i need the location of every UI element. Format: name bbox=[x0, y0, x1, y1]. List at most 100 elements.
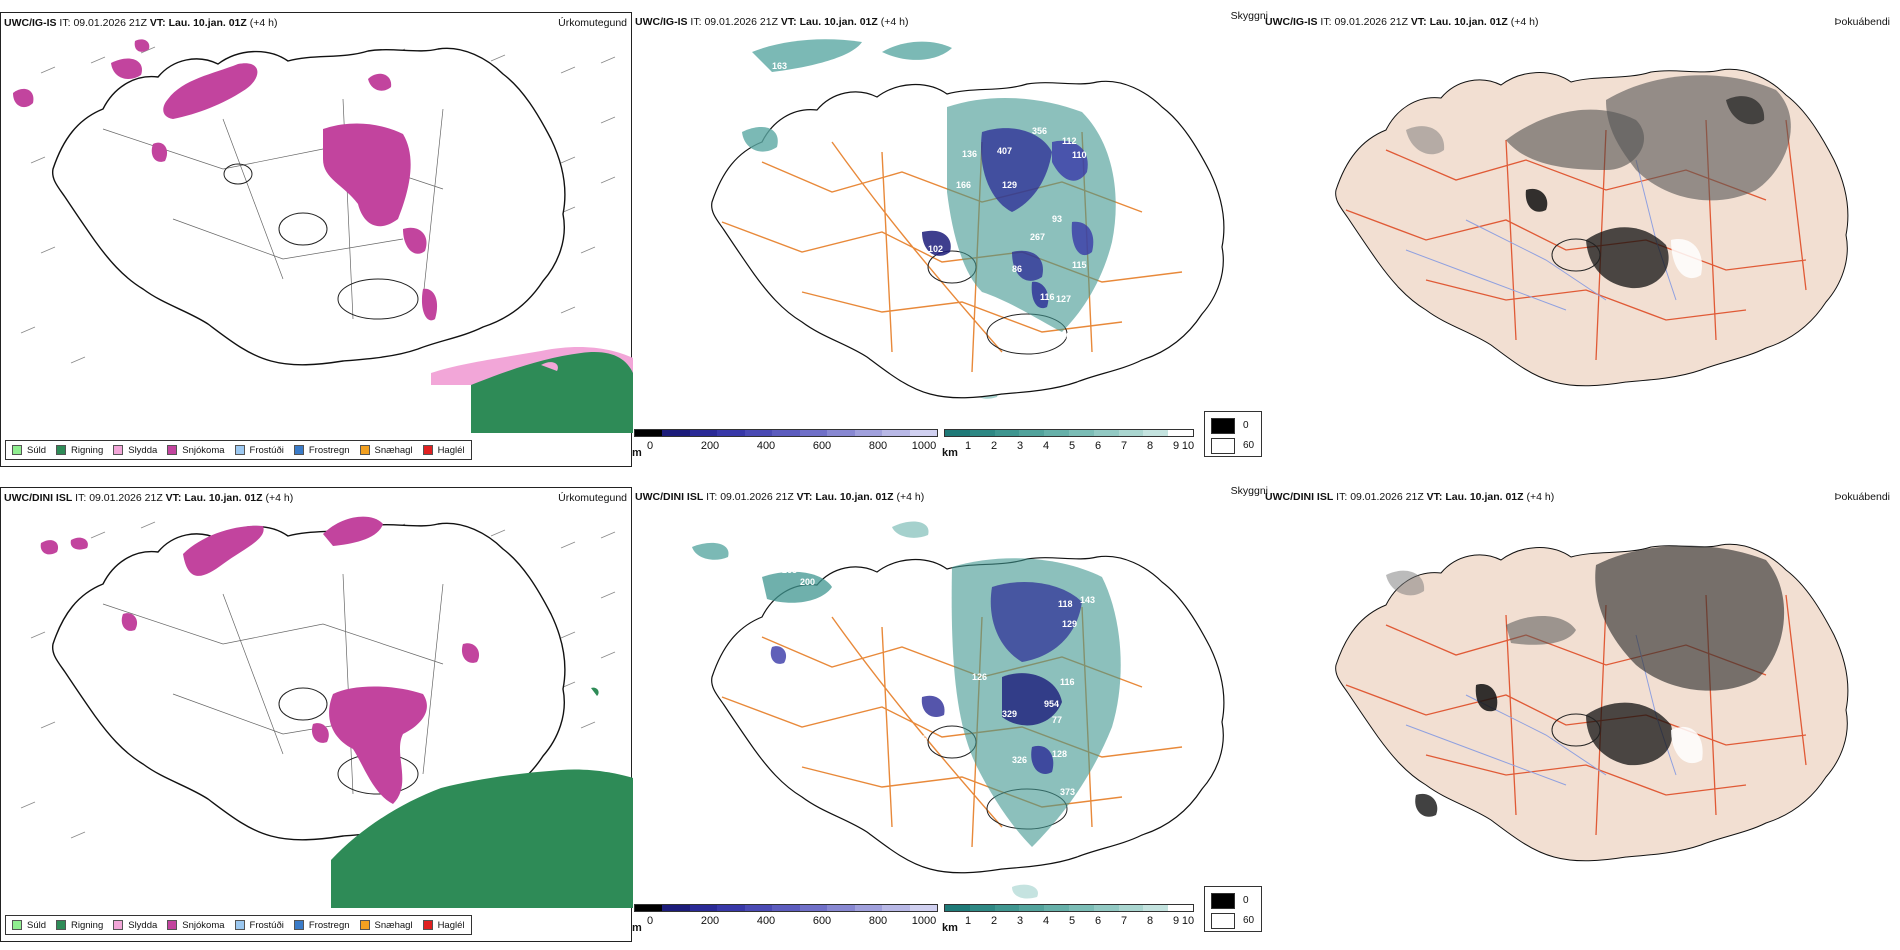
visibility-label: 116 bbox=[1060, 677, 1075, 687]
panel-title: Þokuábendi bbox=[1834, 491, 1890, 503]
legend-item: Súld bbox=[12, 920, 46, 931]
visibility-km-colorbar: 1 2 3 4 5 6 7 8 9 10 km bbox=[942, 904, 1195, 934]
vt-value: Lau. 10.jan. 01Z bbox=[815, 491, 894, 503]
it-value: 09.01.2026 21Z bbox=[89, 492, 163, 504]
legend-label: Frostregn bbox=[308, 444, 350, 456]
colorbar-swatch bbox=[744, 905, 773, 911]
visibility-label: 129 bbox=[1002, 180, 1017, 190]
tick-label: 7 bbox=[1120, 440, 1128, 452]
tick-label: 7 bbox=[1120, 915, 1128, 927]
tick-label: 1 bbox=[964, 915, 972, 927]
legend-label: Rigning bbox=[71, 444, 104, 456]
visibility-label: 86 bbox=[1012, 264, 1022, 274]
it-label: IT: bbox=[690, 16, 702, 28]
panel-header: UWC/DINI ISL IT: 09.01.2026 21Z VT: Lau.… bbox=[4, 492, 293, 504]
fog-legend: 0 60 bbox=[1204, 411, 1262, 457]
tick-label: 9 bbox=[1172, 915, 1180, 927]
legend-item: Slydda bbox=[113, 920, 157, 931]
tick-label: 2 bbox=[990, 440, 998, 452]
colorbar-swatch bbox=[969, 430, 995, 436]
tick-label: 200 bbox=[700, 915, 720, 927]
colorbar-km-swatches bbox=[944, 904, 1194, 912]
tick-label: 10 bbox=[1181, 915, 1195, 927]
model-name: UWC/DINI ISL bbox=[635, 491, 704, 503]
it-value: 09.01.2026 21Z bbox=[704, 16, 778, 28]
colorbar-swatch bbox=[744, 430, 773, 436]
it-label: IT: bbox=[59, 17, 71, 29]
tick-label: 400 bbox=[756, 440, 776, 452]
tick-label: 8 bbox=[1146, 440, 1154, 452]
lead-time: (+4 h) bbox=[1510, 16, 1539, 28]
colorbar-m-ticks: 0 200 400 600 800 1000 bbox=[634, 440, 938, 454]
colorbar-swatch bbox=[799, 430, 828, 436]
fog-legend-value: 60 bbox=[1243, 440, 1255, 451]
colorbar-swatch bbox=[969, 905, 995, 911]
visibility-label: 126 bbox=[972, 672, 987, 682]
legend-label: Slydda bbox=[128, 919, 158, 931]
swatch bbox=[12, 445, 22, 455]
legend-item: Frostúði bbox=[234, 445, 284, 456]
legend-item: Haglél bbox=[422, 444, 465, 456]
visibility-label: 737 bbox=[1044, 543, 1059, 553]
colorbar-swatch bbox=[1044, 905, 1069, 911]
precip-type-map bbox=[20, 516, 633, 908]
legend-item: Snæhagl bbox=[359, 919, 413, 931]
colorbar-unit: km bbox=[942, 922, 958, 934]
legend-label: Snæhagl bbox=[374, 444, 413, 456]
visibility-label: 132 bbox=[1062, 826, 1077, 836]
visibility-km-colorbar: 1 2 3 4 5 6 7 8 9 10 km bbox=[942, 429, 1194, 459]
swatch bbox=[113, 920, 124, 930]
lead-time: (+4 h) bbox=[265, 492, 294, 504]
legend-label: Snjókoma bbox=[182, 444, 225, 456]
visibility-label: 110 bbox=[1072, 150, 1087, 160]
fog-index-panel: UWC/DINI ISL IT: 09.01.2026 21Z VT: Lau.… bbox=[1262, 487, 1900, 942]
swatch bbox=[167, 445, 178, 455]
vt-label: VT: bbox=[165, 492, 182, 504]
colorbar-swatch bbox=[772, 905, 800, 911]
tick-label: 1000 bbox=[911, 440, 937, 452]
fog-index-map bbox=[1335, 543, 1849, 862]
colorbar-km-ticks: 1 2 3 4 5 6 7 8 9 10 bbox=[944, 440, 1194, 454]
tick-label: 10 bbox=[1181, 440, 1195, 452]
visibility-label: 118 bbox=[1058, 599, 1073, 609]
it-value: 09.01.2026 21Z bbox=[1350, 491, 1424, 503]
it-value: 09.01.2026 21Z bbox=[1334, 16, 1408, 28]
lead-time: (+4 h) bbox=[1526, 491, 1555, 503]
legend-item: Frostregn bbox=[293, 920, 350, 931]
colorbar-m-ticks: 0 200 400 600 800 1000 bbox=[634, 915, 938, 929]
tick-label: 1000 bbox=[911, 915, 937, 927]
visibility-label: 129 bbox=[1062, 619, 1077, 629]
swatch bbox=[12, 920, 22, 930]
visibility-panel: 126 263 200 737 118 143 129 116 329 954 … bbox=[632, 485, 1268, 942]
legend-label: Slydda bbox=[128, 444, 158, 456]
colorbar-swatch bbox=[1019, 430, 1045, 436]
tick-label: 5 bbox=[1068, 915, 1076, 927]
legend-item: Rigning bbox=[56, 920, 103, 931]
visibility-label: 116 bbox=[1040, 292, 1055, 302]
precip-type-map bbox=[13, 39, 633, 433]
colorbar-swatch bbox=[882, 905, 910, 911]
legend-item: Slydda bbox=[113, 445, 157, 456]
colorbar-swatch bbox=[882, 430, 910, 436]
legend-label: Haglél bbox=[437, 444, 465, 456]
tick-label: 4 bbox=[1042, 440, 1050, 452]
vt-value: Lau. 10.jan. 01Z bbox=[184, 492, 263, 504]
legend-label: Súld bbox=[27, 444, 47, 456]
colorbar-swatch bbox=[1044, 430, 1069, 436]
lead-time: (+4 h) bbox=[249, 17, 278, 29]
tick-label: 800 bbox=[868, 440, 888, 452]
legend-label: Haglél bbox=[437, 919, 465, 931]
lead-time: (+4 h) bbox=[896, 491, 925, 503]
model-name: UWC/IG-IS bbox=[1265, 16, 1318, 28]
swatch bbox=[234, 920, 245, 930]
legend-item: Frostúði bbox=[234, 919, 284, 931]
colorbar-unit: km bbox=[942, 447, 958, 459]
legend-label: Snæhagl bbox=[374, 919, 413, 931]
tick-label: 2 bbox=[990, 915, 998, 927]
tick-label: 3 bbox=[1016, 440, 1024, 452]
panel-header: UWC/DINI ISL IT: 09.01.2026 21Z VT: Lau.… bbox=[1265, 491, 1554, 503]
legend-label: Frostúði bbox=[249, 919, 284, 931]
colorbar-swatch bbox=[1068, 905, 1094, 911]
tick-label: 600 bbox=[812, 915, 832, 927]
precip-legend: Súld Rigning Slydda Snjókoma Frostúði Fr… bbox=[5, 440, 472, 460]
